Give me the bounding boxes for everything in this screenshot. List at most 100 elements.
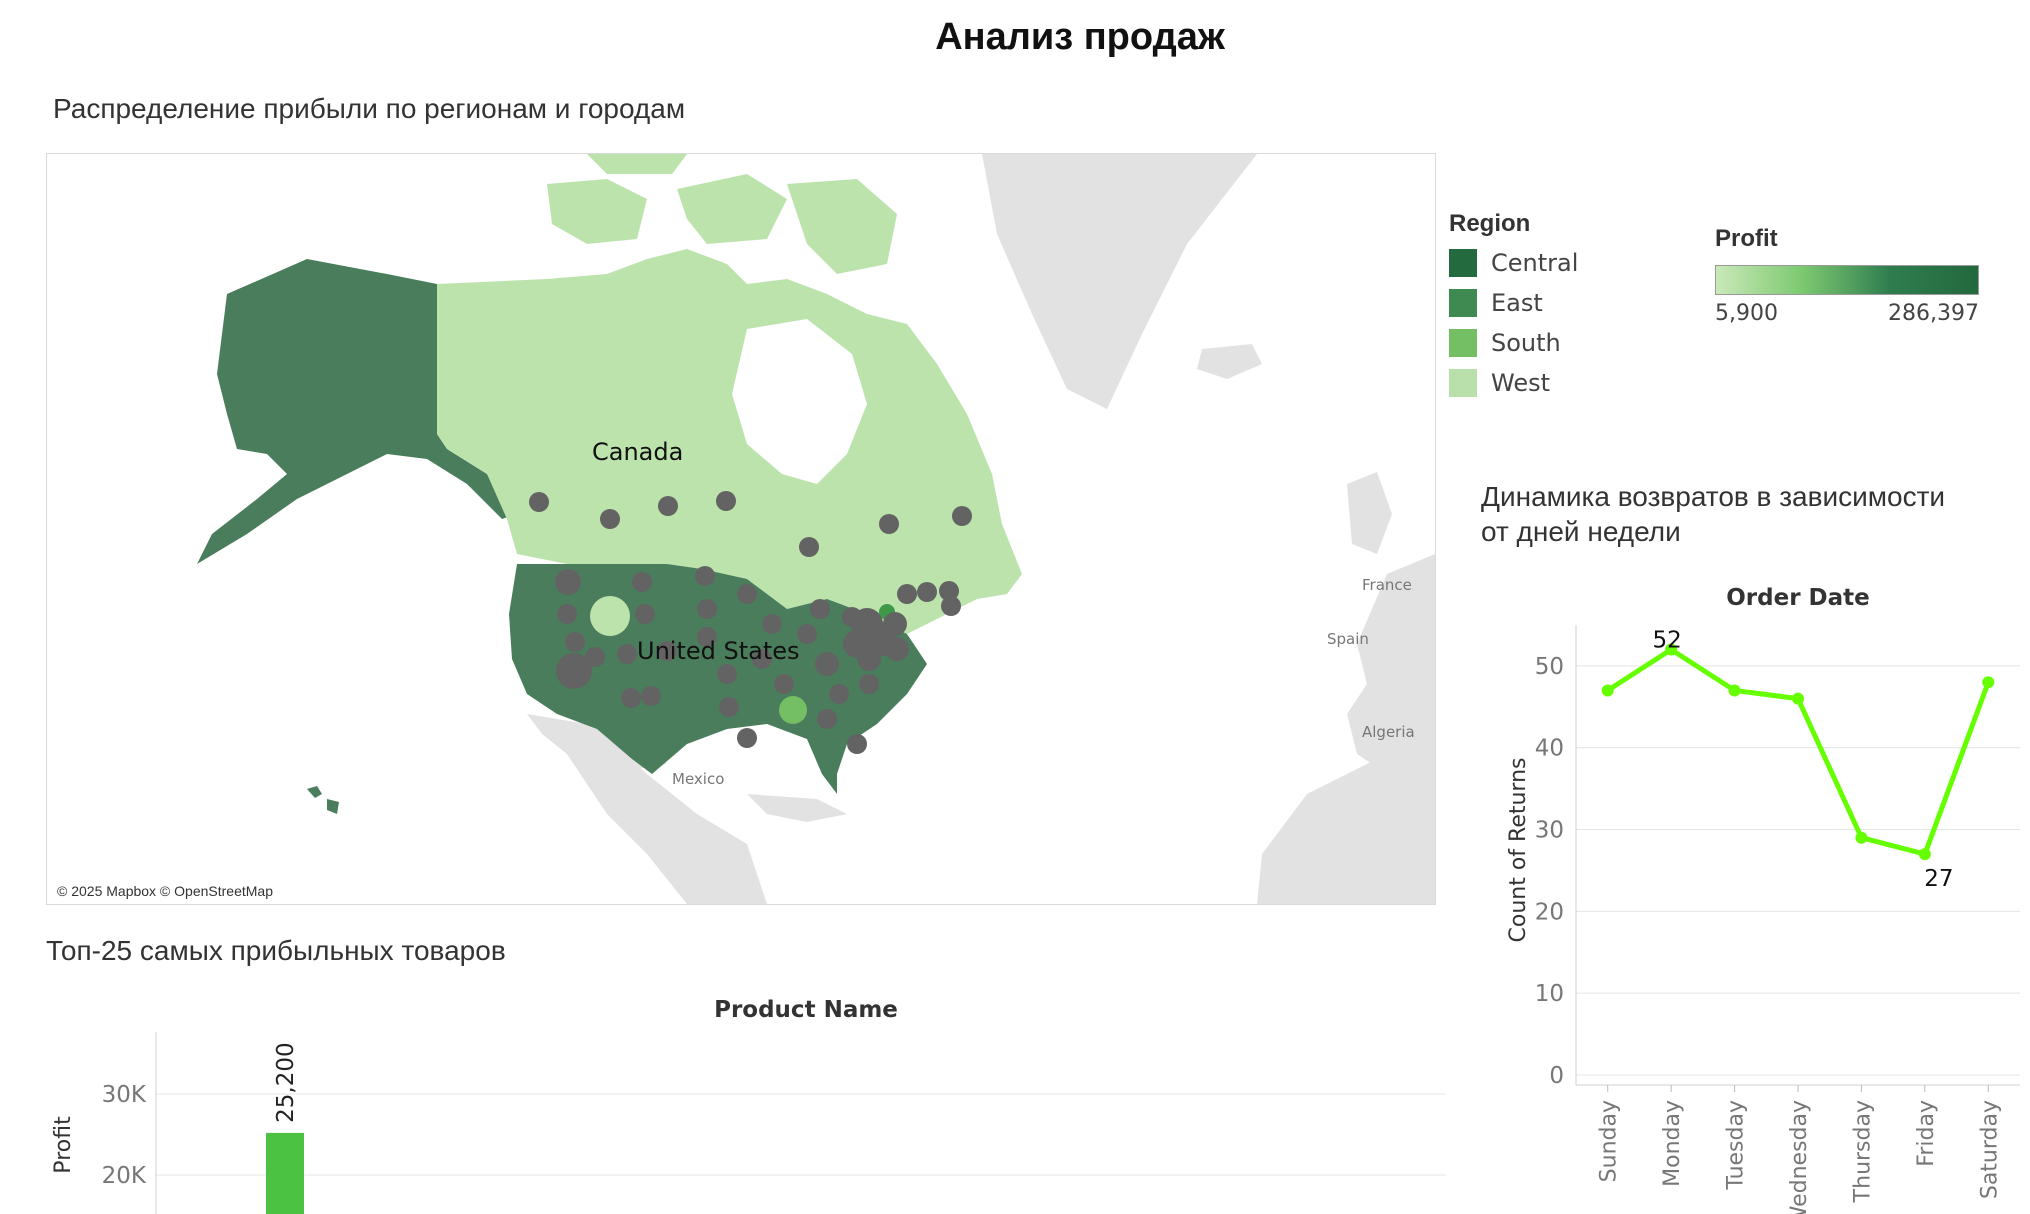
us-city-markers[interactable]: [555, 566, 961, 754]
returns-point[interactable]: [1601, 684, 1614, 697]
city-marker[interactable]: [897, 584, 917, 604]
x-tick-label: Saturday: [1977, 1100, 2002, 1199]
city-marker[interactable]: [695, 566, 715, 586]
city-marker[interactable]: [941, 596, 961, 616]
city-marker[interactable]: [632, 572, 652, 592]
y-tick-label: 20: [1535, 899, 1564, 925]
city-marker[interactable]: [810, 599, 830, 619]
y-tick-label: 30K: [102, 1082, 147, 1108]
map-canvas[interactable]: Canada United States Mexico France Spain…: [47, 154, 1435, 904]
europe-shape: [1347, 554, 1435, 774]
returns-section-title-line1: Динамика возвратов в зависимости: [1481, 481, 1946, 512]
region-legend-label: South: [1491, 329, 1561, 357]
map-section-title: Распределение прибыли по регионам и горо…: [53, 93, 686, 124]
city-marker[interactable]: [621, 688, 641, 708]
region-legend-item[interactable]: East: [1449, 288, 1543, 318]
region-legend-swatch: [1449, 289, 1477, 317]
returns-point[interactable]: [1665, 643, 1678, 656]
canada-region[interactable]: [437, 249, 1022, 634]
returns-point[interactable]: [1982, 676, 1995, 689]
x-tick-label: Wednesday: [1787, 1100, 1812, 1214]
city-marker[interactable]: [859, 674, 879, 694]
hudson-bay: [732, 319, 867, 484]
city-marker[interactable]: [717, 664, 737, 684]
products-bar-chart[interactable]: Product Name 20K 30K Profit 25,200: [46, 990, 1466, 1214]
profit-legend-title: Profit: [1715, 225, 1778, 252]
city-marker[interactable]: [799, 537, 819, 557]
y-tick-label: 50: [1535, 654, 1564, 680]
region-legend-swatch: [1449, 369, 1477, 397]
city-marker[interactable]: [737, 584, 757, 604]
city-marker[interactable]: [737, 728, 757, 748]
city-marker[interactable]: [529, 492, 549, 512]
city-marker[interactable]: [879, 514, 899, 534]
city-marker[interactable]: [797, 624, 817, 644]
city-marker[interactable]: [883, 612, 907, 636]
map-attribution[interactable]: © 2025 Mapbox © OpenStreetMap: [53, 882, 277, 900]
city-marker[interactable]: [600, 509, 620, 529]
city-marker[interactable]: [939, 581, 959, 601]
city-marker[interactable]: [815, 652, 839, 676]
city-marker[interactable]: [829, 684, 849, 704]
city-marker[interactable]: [719, 697, 739, 717]
city-marker[interactable]: [635, 604, 655, 624]
city-marker[interactable]: [952, 506, 972, 526]
y-tick-label: 30: [1535, 818, 1564, 844]
region-legend: Region Central East South West: [1449, 210, 1639, 410]
city-marker[interactable]: [617, 644, 637, 664]
returns-point[interactable]: [1728, 684, 1741, 697]
returns-data-label: 52: [1653, 628, 1682, 654]
city-marker[interactable]: [555, 569, 581, 595]
returns-point[interactable]: [1792, 692, 1804, 705]
city-marker[interactable]: [697, 627, 717, 647]
x-tick-label: Thursday: [1850, 1100, 1875, 1203]
x-tick-label: Tuesday: [1724, 1100, 1749, 1191]
city-marker[interactable]: [817, 709, 837, 729]
city-marker[interactable]: [557, 604, 577, 624]
city-marker[interactable]: [752, 649, 772, 669]
profit-map[interactable]: Canada United States Mexico France Spain…: [46, 153, 1436, 905]
city-marker[interactable]: [658, 496, 678, 516]
city-marker[interactable]: [641, 686, 661, 706]
region-legend-item[interactable]: South: [1449, 328, 1561, 358]
city-marker[interactable]: [885, 637, 909, 661]
y-axis-title: Count of Returns: [1506, 758, 1531, 943]
city-marker[interactable]: [585, 647, 605, 667]
city-marker[interactable]: [847, 734, 867, 754]
returns-point[interactable]: [1855, 831, 1868, 844]
region-legend-label: East: [1491, 289, 1543, 317]
city-marker[interactable]: [774, 674, 794, 694]
city-marker[interactable]: [917, 582, 937, 602]
region-legend-item[interactable]: Central: [1449, 248, 1578, 278]
city-marker[interactable]: [556, 653, 592, 689]
y-tick-label: 40: [1535, 736, 1564, 762]
region-legend-item[interactable]: West: [1449, 368, 1550, 398]
region-legend-label: West: [1491, 369, 1551, 397]
caribbean-shape: [747, 794, 847, 822]
returns-point[interactable]: [1918, 848, 1931, 861]
arctic-islands-4: [587, 154, 687, 174]
greenland-shape: [982, 154, 1257, 409]
city-marker[interactable]: [565, 632, 585, 652]
arctic-islands-2: [677, 174, 787, 244]
returns-line[interactable]: [1606, 647, 1991, 857]
city-marker[interactable]: [697, 599, 717, 619]
arctic-islands-3: [787, 179, 897, 274]
returns-line-chart[interactable]: Order Date 0 10 20 30 40 50 Count of Returns Sun…: [1470, 575, 2030, 1214]
product-bar[interactable]: [266, 1132, 304, 1214]
returns-chart-title: Order Date: [1726, 585, 1870, 611]
arctic-islands: [547, 179, 647, 244]
map-label-algeria: Algeria: [1362, 723, 1415, 741]
y-tick-label: 0: [1549, 1063, 1564, 1089]
iceland-shape: [1197, 344, 1262, 379]
city-marker-west[interactable]: [590, 596, 630, 636]
profit-legend-min: 5,900: [1715, 301, 1778, 326]
city-marker-south[interactable]: [779, 696, 807, 724]
region-legend-label: Central: [1491, 249, 1579, 277]
central-america-shape: [567, 739, 767, 904]
city-marker[interactable]: [657, 641, 677, 661]
city-marker[interactable]: [716, 491, 736, 511]
returns-section-title-line2: от дней недели: [1481, 516, 1681, 547]
city-marker[interactable]: [762, 614, 782, 634]
returns-data-label: 27: [1924, 866, 1953, 892]
